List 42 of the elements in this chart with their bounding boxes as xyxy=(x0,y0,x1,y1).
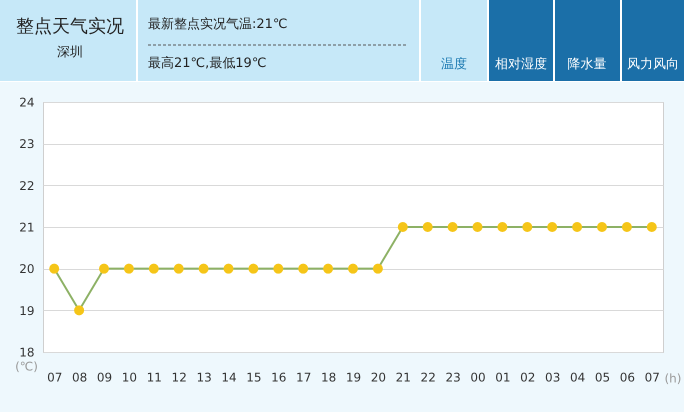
y-tick-label: 21 xyxy=(19,220,34,234)
y-tick-label: 24 xyxy=(19,96,34,110)
y-tick-label: 18 xyxy=(19,346,34,360)
x-tick-label: 22 xyxy=(420,370,436,384)
x-tick-label: 00 xyxy=(470,370,486,384)
x-tick-label: 20 xyxy=(370,370,386,384)
x-tick-label: 09 xyxy=(96,370,112,384)
x-tick-label: 05 xyxy=(594,370,610,384)
text: 最新整点实况气温:21℃ xyxy=(148,17,288,32)
x-tick-label: 21 xyxy=(396,370,411,384)
chart-subtitle: 深圳 xyxy=(57,45,83,60)
x-tick-label: 08 xyxy=(72,370,88,384)
x-tick-label: 23 xyxy=(445,370,461,384)
y-tick-label: 23 xyxy=(19,137,34,152)
y-tick-label: 20 xyxy=(19,262,34,276)
y-tick-label: 19 xyxy=(19,304,34,318)
y-axis-title: (℃) xyxy=(15,360,38,374)
x-tick-label: 17 xyxy=(296,370,312,384)
x-tick-label: 03 xyxy=(545,370,560,384)
text: 风力风向 xyxy=(627,57,679,72)
chart-title: 整点天气实况 xyxy=(16,16,124,37)
text: 最高21℃,最低19℃ xyxy=(148,55,266,71)
x-tick-label: 14 xyxy=(221,370,237,384)
x-tick-label: 04 xyxy=(570,370,586,384)
x-axis-title: (h) xyxy=(664,372,682,386)
y-tick-label: 22 xyxy=(19,178,34,193)
x-tick-label: 02 xyxy=(520,370,536,384)
x-tick-label: 12 xyxy=(172,370,187,384)
text: 相对湿度 xyxy=(495,56,547,72)
x-tick-label: 10 xyxy=(122,370,138,384)
x-tick-label: 11 xyxy=(146,370,162,384)
x-tick-label: 19 xyxy=(346,370,362,384)
x-tick-label: 07 xyxy=(47,370,62,384)
x-tick-label: 07 xyxy=(644,370,660,384)
x-tick-label: 15 xyxy=(246,370,262,384)
x-tick-label: 13 xyxy=(196,370,212,384)
x-tick-label: 01 xyxy=(495,370,511,384)
x-tick-label: 16 xyxy=(271,370,286,384)
text: 降水量 xyxy=(568,57,606,72)
text: 温度 xyxy=(441,56,467,72)
x-tick-label: 06 xyxy=(620,370,636,384)
x-tick-label: 18 xyxy=(320,370,336,384)
